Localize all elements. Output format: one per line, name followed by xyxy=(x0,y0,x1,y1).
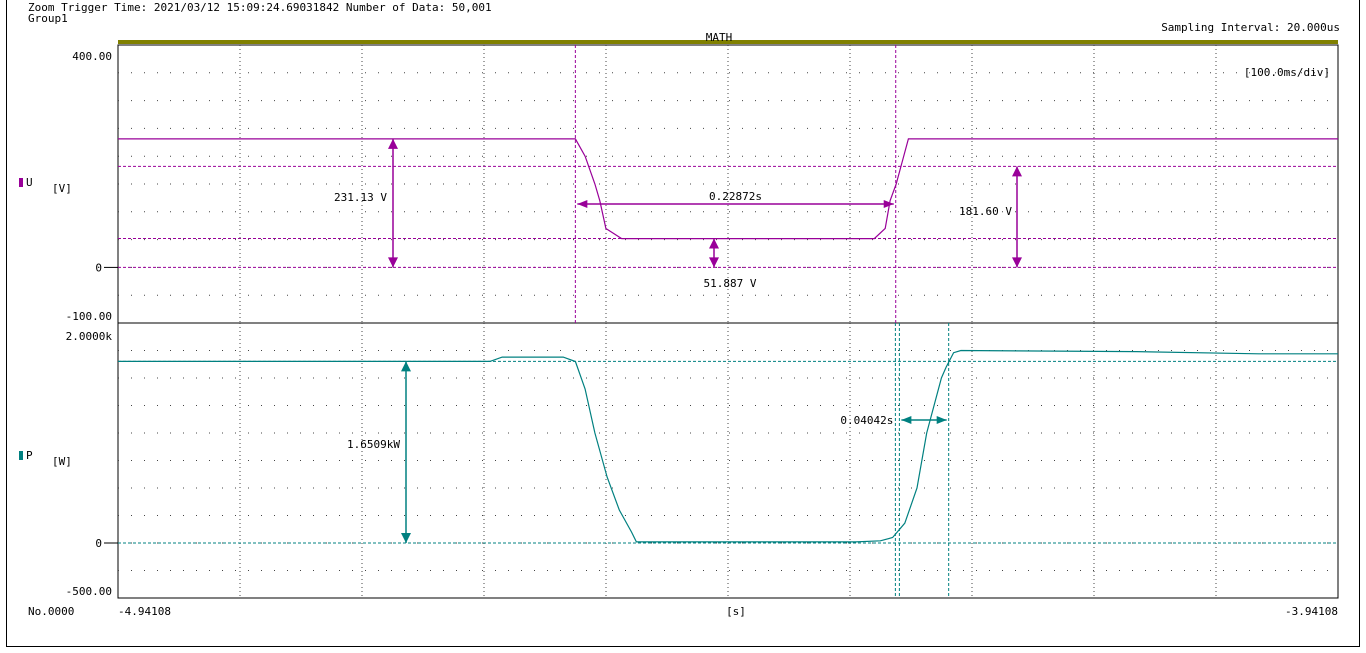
arrow-v-dip-head-bottom xyxy=(1012,257,1022,268)
arrow-v-low-head-bottom xyxy=(709,257,719,268)
arrow-dt-voltage-head-right xyxy=(883,200,894,208)
arrow-p-level-head-top xyxy=(401,361,411,372)
ytick-zero-U: 0 xyxy=(95,261,102,274)
footer-record-number: No.0000 xyxy=(28,605,74,618)
arrow-dt-voltage-head-left xyxy=(577,200,588,208)
channel-marker-P xyxy=(19,451,23,460)
ytick-top-P: 2.0000k xyxy=(66,330,113,343)
arrow-v-high-head-bottom xyxy=(388,257,398,268)
header-trigger-info: Zoom Trigger Time: 2021/03/12 15:09:24.6… xyxy=(28,1,492,14)
arrow-v-low-head-top xyxy=(709,238,719,249)
channel-name-U: U xyxy=(26,176,33,189)
arrow-dt-power-head-right xyxy=(936,416,947,424)
footer-x-end: -3.94108 xyxy=(1285,605,1338,618)
footer-x-unit: [s] xyxy=(726,605,746,618)
unit-label-U: [V] xyxy=(52,182,72,195)
annotation-p-level: 1.6509kW xyxy=(347,438,400,451)
footer-x-start: -4.94108 xyxy=(118,605,171,618)
ytick-top-U: 400.00 xyxy=(72,50,112,63)
annotation-v-low: 51.887 V xyxy=(704,277,757,290)
annotation-v-dip: 181.60 V xyxy=(959,205,1012,218)
waveform-U xyxy=(118,138,1338,240)
channel-name-P: P xyxy=(26,449,33,462)
annotation-dt-power: 0.04042s xyxy=(840,414,893,427)
waveform-P xyxy=(118,349,1338,543)
channel-marker-U xyxy=(19,178,23,187)
annotation-dt-voltage: 0.22872s xyxy=(709,190,762,203)
timebase-label: [100.0ms/div] xyxy=(1244,66,1330,79)
ytick-bottom-U: -100.00 xyxy=(66,310,112,323)
math-tag: MATH xyxy=(706,31,733,44)
unit-label-P: [W] xyxy=(52,455,72,468)
arrow-p-level-head-bottom xyxy=(401,533,411,543)
ytick-bottom-P: -500.00 xyxy=(66,585,112,598)
plot-frame xyxy=(6,0,1360,647)
arrow-dt-power-head-left xyxy=(901,416,912,424)
annotation-v-high: 231.13 V xyxy=(334,191,387,204)
arrow-v-dip-head-top xyxy=(1012,166,1022,177)
header-group-label: Group1 xyxy=(28,12,68,25)
header-sampling-interval: Sampling Interval: 20.000us xyxy=(1161,21,1340,34)
math-bar xyxy=(118,40,1338,44)
ytick-zero-P: 0 xyxy=(95,537,102,550)
arrow-v-high-head-top xyxy=(388,138,398,149)
